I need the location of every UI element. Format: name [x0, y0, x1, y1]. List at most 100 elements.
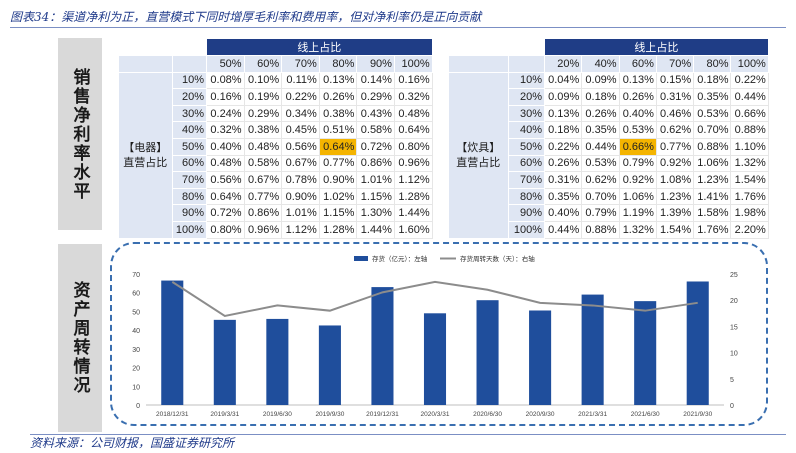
table-cell: 1.23% [655, 187, 695, 206]
row-label: 70% [508, 171, 545, 189]
table-cell: 1.58% [693, 204, 732, 222]
x-tick-label: 2020/6/30 [473, 411, 502, 418]
row-label: 20% [508, 88, 545, 106]
x-tick-label: 2021/3/31 [578, 411, 607, 418]
side-label-net-margin: 销售净利率水平 [58, 38, 102, 230]
row-label: 50% [172, 137, 207, 156]
table-cell: 0.72% [356, 137, 395, 156]
table-cell: 1.23% [693, 171, 732, 189]
table-cell: 0.11% [281, 71, 320, 90]
row-label: 30% [508, 104, 545, 123]
x-tick-label: 2021/6/30 [631, 411, 660, 418]
table-cell: 0.40% [543, 204, 583, 222]
table-cell: 1.76% [730, 187, 769, 206]
table-cell: 0.46% [655, 104, 695, 123]
table-row: 20% 0.09% 0.18% 0.26% 0.31% 0.35% 0.44% [449, 88, 769, 106]
table-header: 线上占比 [544, 38, 769, 56]
table-cell: 0.77% [655, 137, 695, 156]
table-cell: 0.58% [243, 154, 283, 173]
table-cell: 1.39% [655, 204, 695, 222]
table-row: 100% 0.80% 0.96% 1.12% 1.28% 1.44% 1.60% [119, 220, 433, 239]
table-cell: 0.26% [581, 104, 620, 123]
table-cell: 0.45% [281, 121, 320, 139]
row-label: 60% [172, 154, 207, 173]
table-cell: 0.29% [243, 104, 283, 123]
x-tick-label: 2019/9/30 [315, 411, 344, 418]
table-cell: 0.66% [730, 104, 769, 123]
table-cell: 2.20% [730, 220, 769, 239]
table-cell: 0.32% [206, 121, 245, 139]
table-row: 40% 0.32% 0.38% 0.45% 0.51% 0.58% 0.64% [119, 121, 433, 139]
table-cell: 0.70% [693, 121, 732, 139]
column-header: 100% [730, 55, 769, 73]
table-cell: 0.96% [393, 154, 433, 173]
bar [581, 294, 604, 405]
table-row: 【炊具】直营占比 10% 0.04% 0.09% 0.13% 0.15% 0.18% 0.22… [448, 71, 769, 239]
table-cell: 0.09% [543, 88, 583, 106]
table-cell: 0.56% [206, 171, 245, 189]
row-label: 40% [508, 121, 545, 139]
table-cell: 1.44% [393, 204, 433, 222]
right-axis-tick-label: 20 [730, 298, 738, 305]
table-cell: 0.40% [206, 137, 245, 156]
table-header: 线上占比 [206, 38, 433, 56]
table-cell: 0.16% [206, 88, 245, 106]
table-cell: 0.31% [543, 171, 583, 189]
table-cell: 1.15% [356, 187, 395, 206]
row-header-category: 【电器】直营占比 [118, 72, 173, 239]
table-cell: 1.12% [393, 171, 433, 189]
row-label: 80% [508, 187, 545, 206]
table-cell: 0.67% [281, 154, 320, 173]
left-axis-tick-label: 30 [132, 347, 140, 354]
source-note: 资料来源：公司财报，国盛证券研究所 [30, 434, 786, 450]
table-cell: 1.12% [281, 220, 320, 239]
table-cell: 1.06% [693, 154, 732, 173]
bar [529, 310, 552, 405]
table-cell: 0.48% [243, 137, 283, 156]
column-header: 80% [693, 55, 732, 73]
table-cell: 0.34% [281, 104, 320, 123]
legend-bar-swatch [354, 256, 368, 261]
table-cell: 0.88% [730, 121, 769, 139]
table-cell: 0.29% [356, 88, 395, 106]
table-row: 50% 0.22% 0.44% 0.66% 0.77% 0.88% 1.10% [449, 137, 769, 156]
table-cell: 1.60% [393, 220, 433, 239]
table-cell: 1.02% [318, 187, 358, 206]
table-cell: 0.31% [655, 88, 695, 106]
table-cell: 1.41% [693, 187, 732, 206]
x-tick-label: 2018/12/31 [156, 411, 189, 418]
table-cell: 1.06% [618, 187, 657, 206]
row-label: 90% [172, 204, 207, 222]
legend-bar-label: 存货（亿元）：左轴 [372, 254, 428, 263]
x-tick-label: 2020/9/30 [526, 411, 555, 418]
row-label: 10% [508, 71, 545, 90]
table-cell: 0.35% [543, 187, 583, 206]
table-row: 90% 0.40% 0.79% 1.19% 1.39% 1.58% 1.98% [449, 204, 769, 222]
table-cell: 0.32% [393, 88, 433, 106]
table-cell: 0.62% [655, 121, 695, 139]
column-header: 90% [356, 55, 395, 73]
table-row: 【电器】直营占比 10% 0.08% 0.10% 0.11% 0.13% 0.14% 0.16… [118, 71, 433, 239]
right-axis-tick-label: 15 [730, 324, 738, 331]
row-label: 80% [172, 187, 207, 206]
table-cell: 1.54% [730, 171, 769, 189]
table-cell: 0.90% [318, 171, 358, 189]
table-cell: 0.80% [393, 137, 433, 156]
bar [161, 280, 184, 405]
table-cell: 1.15% [318, 204, 358, 222]
table-cell: 0.58% [356, 121, 395, 139]
table-cell: 0.13% [318, 71, 358, 90]
table-cell: 1.30% [356, 204, 395, 222]
table-cell: 1.32% [730, 154, 769, 173]
table-cell: 0.51% [318, 121, 358, 139]
table-cell: 0.86% [356, 154, 395, 173]
table-cell: 1.76% [693, 220, 732, 239]
table-cell: 0.48% [393, 104, 433, 123]
row-label: 100% [508, 220, 545, 239]
table-cell: 0.22% [730, 71, 769, 90]
table-cell: 0.80% [206, 220, 245, 239]
table-cell: 0.66% [618, 137, 657, 156]
table-row: 30% 0.13% 0.26% 0.40% 0.46% 0.53% 0.66% [449, 104, 769, 123]
table-cell: 0.67% [243, 171, 283, 189]
x-tick-label: 2019/6/30 [263, 411, 292, 418]
